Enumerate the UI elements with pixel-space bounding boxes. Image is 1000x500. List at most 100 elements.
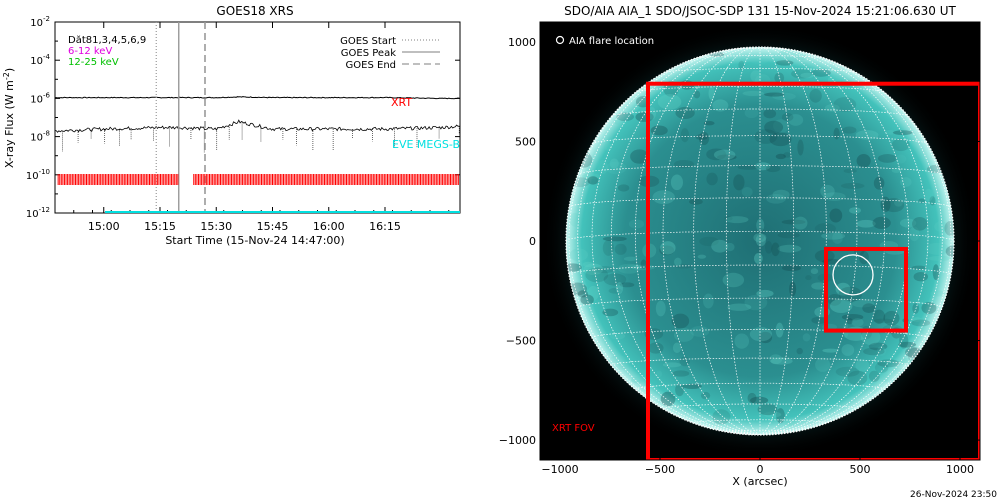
y-tick-base: 10 xyxy=(30,56,43,67)
disk-mottle xyxy=(776,408,785,424)
disk-mottle xyxy=(876,345,887,357)
disk-mottle xyxy=(913,272,929,282)
disk-mottle xyxy=(672,370,690,377)
disk-mottle xyxy=(932,264,940,281)
latitude-line xyxy=(568,197,952,208)
disk-mottle xyxy=(847,370,868,386)
disk-mottle xyxy=(722,272,745,288)
disk-mottle xyxy=(849,207,861,214)
aia-x-tick-label: 500 xyxy=(850,463,871,476)
disk-mottle xyxy=(911,317,923,322)
y-tick-exponent: -4 xyxy=(43,53,51,61)
disk-mottle xyxy=(815,357,831,372)
disk-mottle xyxy=(631,376,645,384)
disk-mottle xyxy=(585,267,609,283)
disk-mottle xyxy=(924,188,934,202)
disk-mottle xyxy=(774,72,785,84)
disk-mottle xyxy=(763,109,777,119)
disk-mottle xyxy=(797,139,804,156)
disk-mottle xyxy=(783,152,791,158)
disk-mottle xyxy=(614,243,627,255)
disk-mottle xyxy=(628,219,645,229)
y-tick-exponent: -2 xyxy=(43,15,50,23)
disk-mottle xyxy=(605,161,627,175)
disk-mottle xyxy=(898,341,917,348)
disk-mottle xyxy=(711,239,729,253)
disk-mottle xyxy=(872,216,891,229)
disk-mottle xyxy=(823,192,846,201)
disk-mottle xyxy=(656,370,663,378)
aia-y-axis: 1000 500 0 −500 −1000 xyxy=(499,36,980,447)
disk-mottle xyxy=(758,331,773,344)
disk-mottle xyxy=(630,149,649,164)
disk-mottle xyxy=(754,162,771,171)
disk-mottle xyxy=(766,194,786,204)
disk-mottle xyxy=(880,196,891,213)
longitude-line xyxy=(759,47,858,435)
disk-mottle xyxy=(587,176,599,185)
disk-mottle xyxy=(703,293,714,309)
disk-mottle xyxy=(851,299,875,308)
disk-mottle xyxy=(682,383,702,389)
disk-mottle xyxy=(833,127,840,140)
y-tick-label: 10-8 xyxy=(30,130,50,144)
disk-mottle xyxy=(706,148,727,161)
disk-mottle xyxy=(602,308,619,317)
disk-mottle xyxy=(606,355,631,371)
disk-mottle xyxy=(789,281,797,297)
disk-mottle xyxy=(769,132,792,147)
disk-mottle xyxy=(921,301,937,314)
disk-mottle xyxy=(829,298,853,313)
disk-mottle xyxy=(891,138,910,152)
latitude-line xyxy=(591,135,929,145)
aia-x-tick-label: −1000 xyxy=(541,463,578,476)
disk-mottle xyxy=(788,114,804,126)
disk-mottle xyxy=(764,92,785,97)
disk-mottle xyxy=(814,223,836,234)
disk-mottle xyxy=(655,300,666,317)
goes-x-axis: 15:00 15:15 15:30 15:45 16:00 16:15 xyxy=(54,22,450,233)
disk-mottle xyxy=(855,359,870,372)
latitude-line xyxy=(566,230,954,242)
disk-mottle xyxy=(800,72,815,79)
disk-mottle xyxy=(756,289,774,298)
latitude-line xyxy=(726,429,794,433)
y-tick-exponent: -12 xyxy=(39,206,50,214)
y-tick-label: 10-6 xyxy=(30,91,50,105)
disk-mottle xyxy=(770,357,793,365)
disk-mottle xyxy=(749,57,769,64)
disk-mottle xyxy=(842,126,857,134)
longitude-line xyxy=(693,47,761,435)
disk-mottle xyxy=(569,248,589,262)
disk-mottle xyxy=(648,342,664,354)
disk-mottle xyxy=(873,318,895,324)
disk-mottle xyxy=(909,226,920,242)
disk-mottle xyxy=(929,196,936,206)
xrt-label: XRT xyxy=(391,96,412,109)
aia-y-tick-label: −500 xyxy=(506,335,536,348)
aia-image-layer xyxy=(542,23,980,460)
disk-mottle xyxy=(626,264,643,269)
x-tick-label: 16:15 xyxy=(369,220,401,233)
disk-mottle xyxy=(840,182,865,189)
disk-mottle xyxy=(918,198,926,204)
event-legend-label: GOES Start xyxy=(340,36,396,47)
aia-y-tick-label: 500 xyxy=(515,135,536,148)
disk-mottle xyxy=(738,60,745,71)
disk-mottle xyxy=(703,120,715,126)
disk-mottle xyxy=(821,232,846,240)
aia-x-axis-label: X (arcsec) xyxy=(732,475,787,488)
disk-mottle xyxy=(873,176,885,190)
disk-mottle xyxy=(756,218,765,233)
disk-mottle xyxy=(750,396,769,405)
disk-mottle xyxy=(693,90,701,99)
disk-mottle xyxy=(781,264,802,272)
disk-mottle xyxy=(773,119,790,133)
disk-mottle xyxy=(675,383,685,397)
aia-panel: SDO/AIA AIA_1 SDO/JSOC-SDP 131 15-Nov-20… xyxy=(499,4,981,488)
disk-mottle xyxy=(583,263,604,276)
disk-mottle xyxy=(755,233,766,247)
disk-mottle xyxy=(843,168,857,174)
